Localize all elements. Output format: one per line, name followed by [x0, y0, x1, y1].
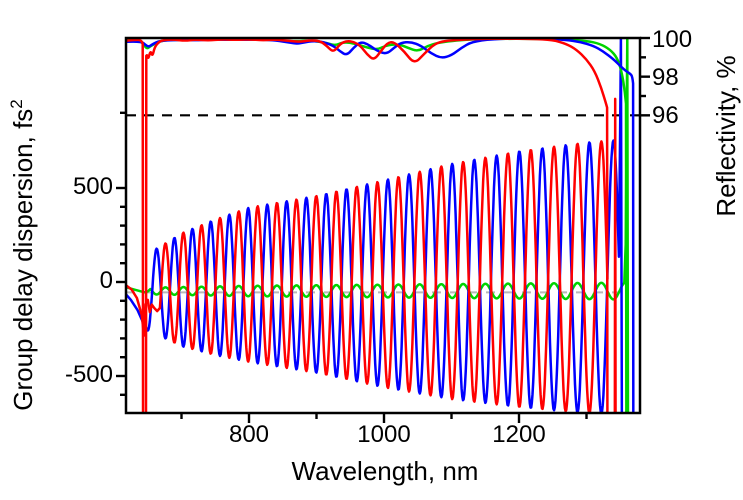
gdd-tick-500: 500 — [72, 173, 113, 201]
plot-area — [126, 38, 640, 413]
gdd-axis-title-sup: 2 — [7, 99, 27, 109]
gdd-curve-red — [126, 140, 609, 413]
gdd-axis-title-text: Group delay dispersion, fs — [7, 108, 38, 411]
refl-tick-96: 96 — [652, 102, 679, 129]
x-tick-800: 800 — [228, 421, 270, 448]
refl-tick-98: 98 — [652, 64, 679, 91]
gdd-tick-0: 0 — [99, 267, 113, 295]
reflectivity-curve-red — [126, 38, 618, 413]
plot-frame — [124, 36, 642, 415]
x-tick-1000: 1000 — [357, 421, 411, 448]
gdd-axis-title: Group delay dispersion, fs2 — [7, 99, 38, 411]
refl-tick-100: 100 — [652, 26, 693, 53]
refl-axis-title: Reflectivity, % — [711, 55, 741, 217]
x-axis-title: Wavelength, nm — [291, 456, 479, 486]
x-tick-1200: 1200 — [492, 421, 546, 448]
gdd-tick-neg500: -500 — [64, 361, 113, 389]
